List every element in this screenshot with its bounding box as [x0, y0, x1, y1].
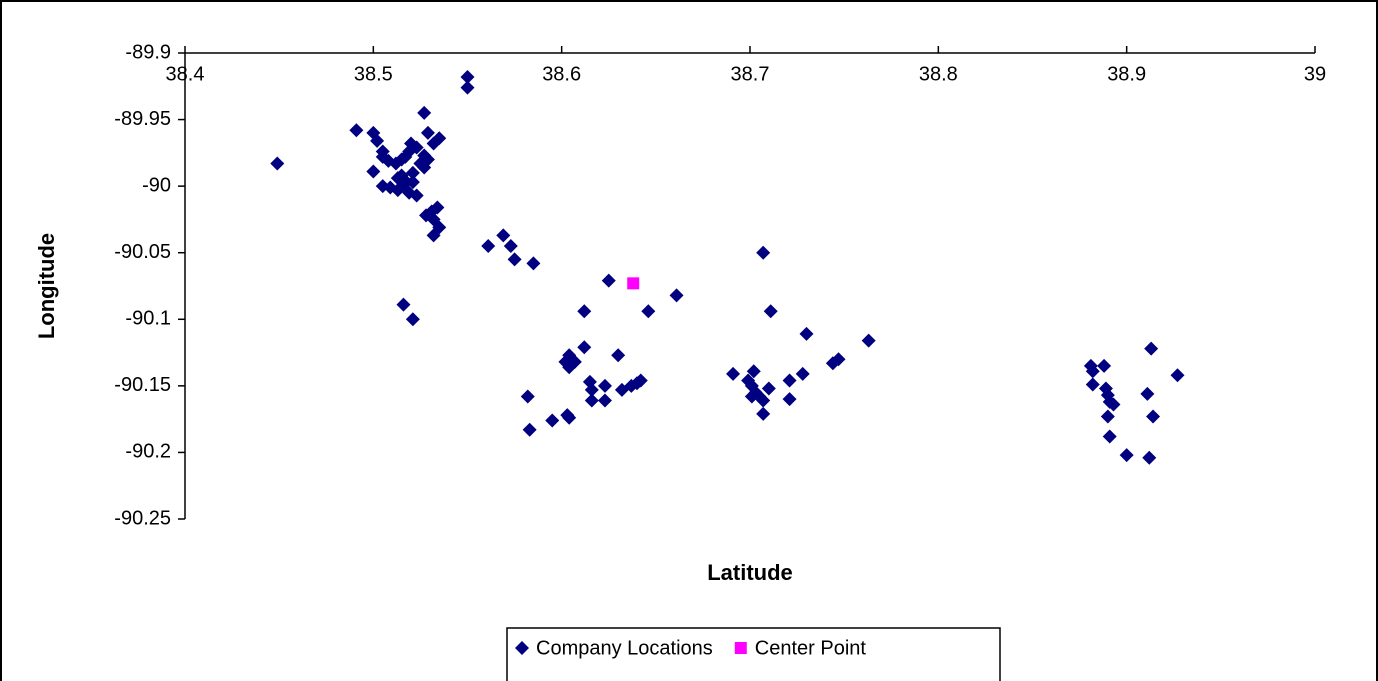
y-tick-label: -90: [142, 174, 171, 196]
location-point: [577, 304, 592, 319]
location-point: [577, 340, 592, 355]
location-point: [496, 228, 511, 243]
location-point: [1097, 358, 1112, 373]
y-tick-label: -90.15: [114, 374, 171, 396]
legend-label: Company Locations: [536, 637, 713, 659]
location-point: [597, 378, 612, 393]
location-point: [633, 373, 648, 388]
location-point: [1106, 397, 1121, 412]
location-point: [1144, 341, 1159, 356]
location-point: [641, 304, 656, 319]
y-tick-label: -89.9: [125, 41, 171, 63]
location-point: [799, 326, 814, 341]
location-point: [420, 125, 435, 140]
location-point: [763, 304, 778, 319]
legend-marker: [734, 642, 747, 654]
location-point: [782, 392, 797, 407]
x-tick-label: 38.7: [731, 63, 770, 85]
x-tick-label: 39: [1304, 63, 1326, 85]
location-point: [744, 389, 759, 404]
location-point: [669, 288, 684, 303]
location-point: [426, 136, 441, 151]
location-point: [349, 123, 364, 138]
location-point: [861, 333, 876, 348]
legend-box: [506, 627, 1001, 681]
location-point: [370, 133, 385, 148]
center-point: [627, 277, 640, 290]
location-point: [756, 406, 771, 421]
location-point: [270, 156, 285, 171]
legend-marker: [515, 641, 529, 655]
legend-label: Center Point: [755, 637, 867, 659]
location-point: [460, 69, 475, 84]
location-point: [761, 381, 776, 396]
location-point: [1170, 368, 1185, 383]
location-point: [503, 239, 518, 254]
location-point: [396, 297, 411, 312]
location-point: [1085, 377, 1100, 392]
location-point: [481, 239, 496, 254]
location-point: [460, 80, 475, 95]
location-point: [1140, 386, 1155, 401]
location-point: [1100, 409, 1115, 424]
location-point: [522, 422, 537, 437]
location-point: [756, 393, 771, 408]
location-point: [795, 366, 810, 381]
x-axis-title: Latitude: [707, 560, 793, 585]
x-tick-label: 38.9: [1107, 63, 1146, 85]
location-point: [417, 105, 432, 120]
x-tick-label: 38.8: [919, 63, 958, 85]
location-point: [1119, 448, 1134, 463]
location-point: [1146, 409, 1161, 424]
location-point: [520, 389, 535, 404]
location-point: [366, 164, 381, 179]
location-point: [584, 393, 599, 408]
location-point: [597, 393, 612, 408]
location-point: [601, 273, 616, 288]
x-tick-label: 38.6: [542, 63, 581, 85]
location-point: [402, 144, 417, 159]
location-point: [405, 175, 420, 190]
location-point: [1142, 450, 1157, 465]
location-point: [507, 252, 522, 267]
location-point: [430, 200, 445, 215]
location-point: [409, 188, 424, 203]
y-tick-label: -90.1: [125, 308, 171, 330]
location-point: [746, 364, 761, 379]
location-point: [405, 165, 420, 180]
location-point: [567, 354, 582, 369]
location-point: [756, 245, 771, 260]
location-point: [426, 228, 441, 243]
location-point: [545, 413, 560, 428]
location-point: [526, 256, 541, 271]
y-tick-label: -90.2: [125, 441, 171, 463]
location-point: [726, 366, 741, 381]
x-tick-label: 38.4: [166, 63, 205, 85]
location-point: [413, 156, 428, 171]
location-point: [584, 382, 599, 397]
location-point: [782, 373, 797, 388]
y-tick-label: -89.95: [114, 108, 171, 130]
y-axis-title: Longitude: [34, 233, 59, 339]
location-point: [1102, 429, 1117, 444]
y-tick-label: -90.05: [114, 241, 171, 263]
y-tick-label: -90.25: [114, 507, 171, 529]
location-point: [562, 410, 577, 425]
location-point: [831, 352, 846, 367]
location-point: [1085, 364, 1100, 379]
location-point: [611, 348, 626, 363]
x-tick-label: 38.5: [354, 63, 393, 85]
location-point: [405, 312, 420, 327]
